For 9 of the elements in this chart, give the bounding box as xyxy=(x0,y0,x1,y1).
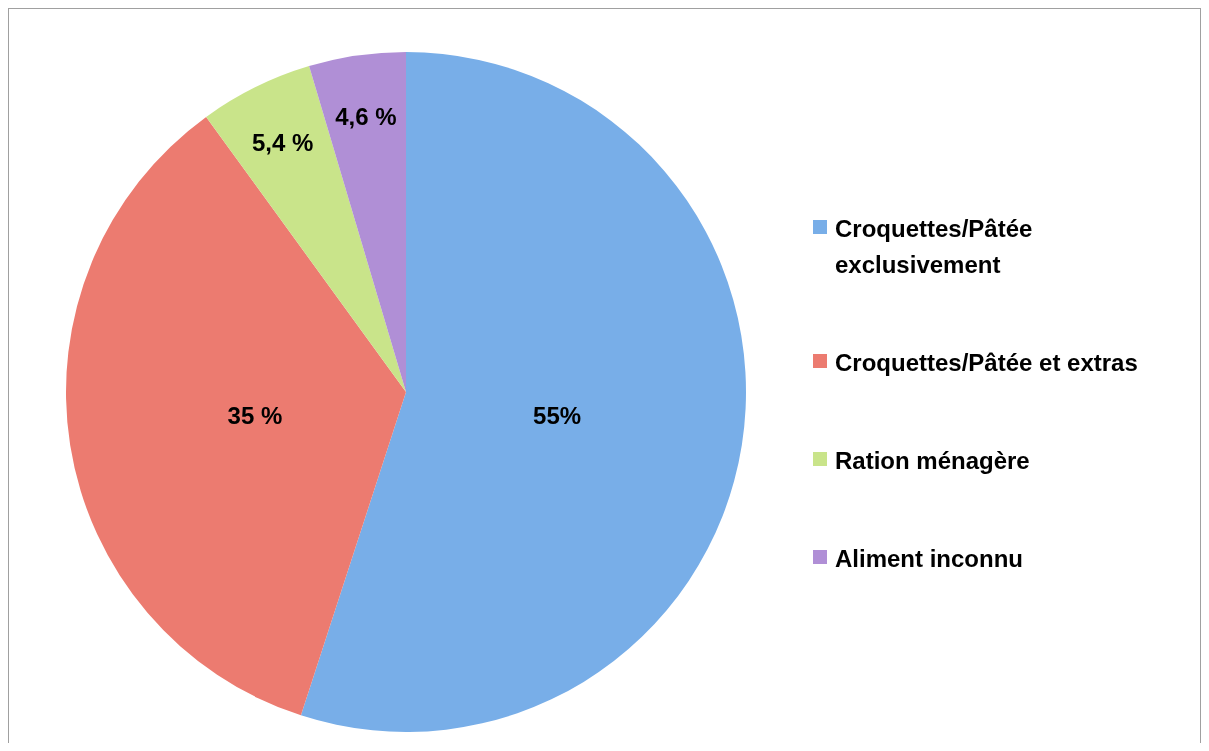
legend-label: Ration ménagère xyxy=(835,446,1030,474)
data-label: 4,6 % xyxy=(335,102,397,130)
legend-label: Croquettes/Pâtée exclusivement xyxy=(835,214,1033,278)
legend-label: Aliment inconnu xyxy=(835,544,1023,572)
pie-slice xyxy=(206,66,406,392)
legend-label: Croquettes/Pâtée et extras xyxy=(835,348,1138,376)
data-label: 35 % xyxy=(227,402,283,430)
data-label: 55% xyxy=(533,402,582,430)
data-label: 5,4 % xyxy=(251,128,314,156)
